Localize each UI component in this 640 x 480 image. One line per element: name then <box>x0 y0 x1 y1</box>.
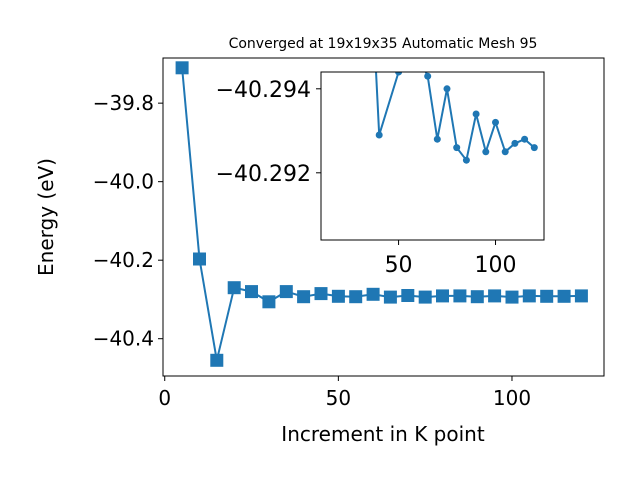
inset-data-point <box>462 156 470 164</box>
main-data-point <box>193 252 206 266</box>
main-data-point <box>314 287 328 301</box>
main-data-point <box>470 290 484 304</box>
main-data-point <box>279 285 293 299</box>
main-data-point <box>349 290 363 304</box>
main-plot: Converged at 19x19x35 Automatic Mesh 95 … <box>34 36 605 446</box>
inset-data-point <box>501 148 509 156</box>
y-tick-label: −40.0 <box>93 170 154 194</box>
x-tick-label: 100 <box>493 386 531 410</box>
main-data-point <box>383 290 397 304</box>
y-tick-label: −40.2 <box>93 248 154 272</box>
main-data-point <box>557 289 571 303</box>
chart-title: Converged at 19x19x35 Automatic Mesh 95 <box>229 36 538 52</box>
main-data-point <box>401 289 415 302</box>
x-tick-label: 0 <box>158 386 171 410</box>
y-tick-label: −40.4 <box>93 327 154 351</box>
main-axes-frame <box>162 57 605 377</box>
inset-x-tick-label: 50 <box>385 253 413 278</box>
inset-y-tick-label: −40.292 <box>216 162 311 187</box>
main-data-point <box>522 289 536 303</box>
inset-data-point <box>395 72 403 76</box>
main-data-point <box>505 290 519 304</box>
main-data-point <box>418 290 432 304</box>
inset-axes-frame <box>320 71 545 241</box>
y-axis-label: Energy (eV) <box>34 158 58 276</box>
main-data-point <box>488 289 502 303</box>
inset-data-point <box>511 139 519 147</box>
inset-x-tick-label: 100 <box>475 253 517 278</box>
main-data-point <box>245 285 258 299</box>
main-data-point <box>453 289 467 303</box>
main-data-point <box>366 287 380 301</box>
main-data-point <box>262 295 276 309</box>
inset-data-point <box>424 72 432 80</box>
x-axis-label: Increment in K point <box>281 422 485 446</box>
inset-data-point <box>482 148 490 156</box>
main-data-point <box>436 289 449 303</box>
main-data-point <box>210 353 224 367</box>
inset-data-point <box>433 135 441 143</box>
inset-data-point <box>453 144 461 152</box>
inset-data-point <box>443 85 451 93</box>
inset-data-point <box>530 144 538 152</box>
inset-y-tick-label: −40.294 <box>216 78 311 103</box>
main-data-point <box>574 289 588 303</box>
inset-data-point <box>492 118 499 126</box>
inset-data-point <box>472 110 480 118</box>
x-tick-label: 50 <box>326 386 351 410</box>
main-data-point <box>540 289 554 303</box>
inset-data-point <box>521 135 529 143</box>
inset-data-point <box>375 131 383 139</box>
main-data-point <box>331 289 345 303</box>
y-tick-label: −39.8 <box>93 91 154 115</box>
main-data-point <box>227 281 241 295</box>
inset-plot: 50 100 −40.294 −40.292 <box>216 71 545 278</box>
inset-background <box>321 72 544 240</box>
main-data-point <box>175 61 189 75</box>
main-data-point <box>297 290 311 304</box>
